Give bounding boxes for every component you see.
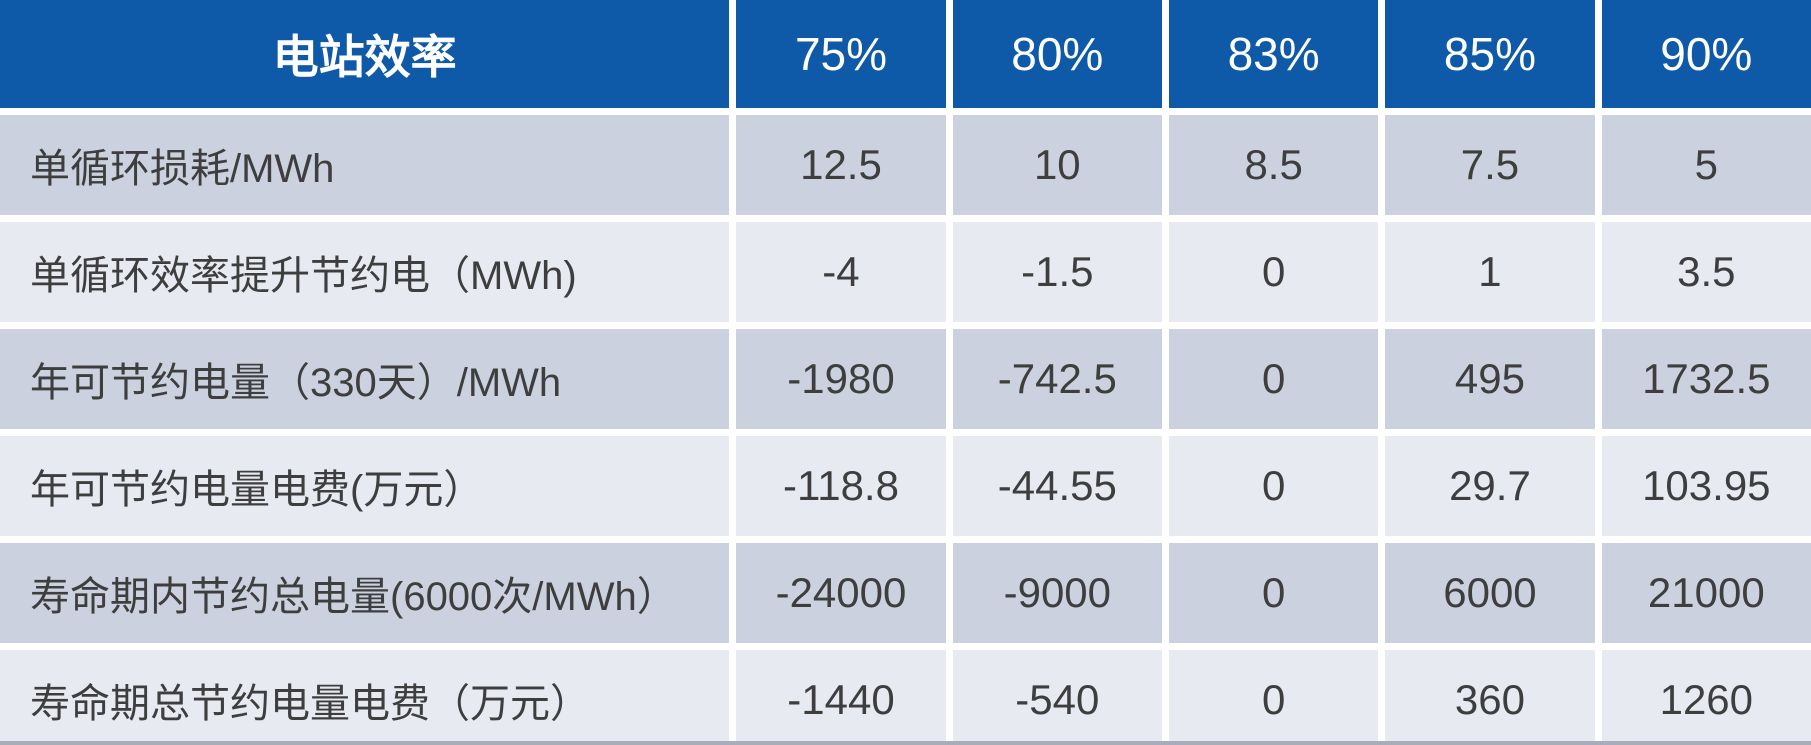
header-corner-cell: 电站效率 [0,0,737,115]
value-cell: 5 [1594,108,1811,222]
table-row-annual-cost-savings: 年可节约电量电费(万元） -118.8 -44.55 0 29.7 103.95 [0,429,1811,543]
value-cell: 6000 [1378,536,1602,650]
value-cell: 3.5 [1594,215,1811,329]
value-cell: 0 [1161,536,1386,650]
header-cell-85: 85% [1378,0,1602,115]
table-row-lifetime-energy-savings: 寿命期内节约总电量(6000次/MWh） -24000 -9000 0 6000… [0,536,1811,650]
row-label-cell: 年可节约电量（330天）/MWh [0,322,737,436]
value-cell: -9000 [945,536,1169,650]
value-cell: 21000 [1594,536,1811,650]
bottom-divider-rule [0,741,1811,745]
value-cell: -118.8 [729,429,953,543]
row-label-cell: 寿命期总节约电量电费（万元） [0,643,737,745]
header-row: 电站效率 75% 80% 83% 85% 90% [0,0,1811,115]
row-label-cell: 年可节约电量电费(万元） [0,429,737,543]
value-cell: -1.5 [945,215,1169,329]
value-cell: 12.5 [729,108,953,222]
value-cell: -1980 [729,322,953,436]
table-row-annual-energy-savings: 年可节约电量（330天）/MWh -1980 -742.5 0 495 1732… [0,322,1811,436]
value-cell: 495 [1378,322,1602,436]
row-label-cell: 单循环效率提升节约电（MWh) [0,215,737,329]
header-cell-75: 75% [729,0,953,115]
value-cell: 360 [1378,643,1602,745]
value-cell: 1 [1378,215,1602,329]
value-cell: 0 [1161,215,1386,329]
value-cell: 29.7 [1378,429,1602,543]
table-row-single-cycle-savings: 单循环效率提升节约电（MWh) -4 -1.5 0 1 3.5 [0,215,1811,329]
header-cell-83: 83% [1161,0,1386,115]
value-cell: 0 [1161,322,1386,436]
row-label-cell: 寿命期内节约总电量(6000次/MWh） [0,536,737,650]
value-cell: -742.5 [945,322,1169,436]
value-cell: -4 [729,215,953,329]
table-row-lifetime-cost-savings: 寿命期总节约电量电费（万元） -1440 -540 0 360 1260 [0,643,1811,745]
value-cell: 0 [1161,429,1386,543]
header-cell-80: 80% [945,0,1169,115]
value-cell: 7.5 [1378,108,1602,222]
value-cell: -44.55 [945,429,1169,543]
value-cell: -1440 [729,643,953,745]
value-cell: 0 [1161,643,1386,745]
value-cell: 1732.5 [1594,322,1811,436]
value-cell: 1260 [1594,643,1811,745]
value-cell: 8.5 [1161,108,1386,222]
row-label-cell: 单循环损耗/MWh [0,108,737,222]
value-cell: -24000 [729,536,953,650]
value-cell: -540 [945,643,1169,745]
table-row-single-cycle-loss: 单循环损耗/MWh 12.5 10 8.5 7.5 5 [0,108,1811,222]
value-cell: 103.95 [1594,429,1811,543]
value-cell: 10 [945,108,1169,222]
header-cell-90: 90% [1594,0,1811,115]
